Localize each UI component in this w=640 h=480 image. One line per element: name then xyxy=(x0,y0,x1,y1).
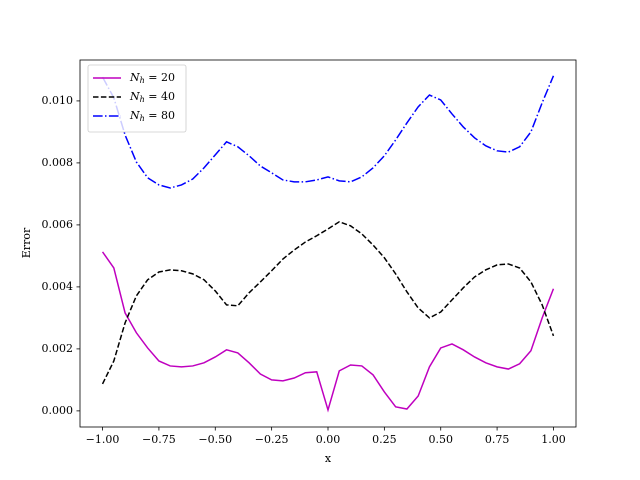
x-tick-label: 0.00 xyxy=(316,433,341,446)
data-line xyxy=(101,220,555,385)
legend-label: Nh = 20 xyxy=(129,71,175,85)
y-tick-label: 0.000 xyxy=(42,404,74,417)
y-axis-label: Error xyxy=(20,227,33,258)
x-tick-label: −0.50 xyxy=(198,433,232,446)
y-tick-label: 0.004 xyxy=(42,280,74,293)
x-tick-label: 0.50 xyxy=(428,433,453,446)
plot-frame xyxy=(79,59,577,428)
y-tick-label: 0.010 xyxy=(42,94,74,107)
x-tick-label: −1.00 xyxy=(86,433,120,446)
x-tick-label: 1.00 xyxy=(541,433,566,446)
x-tick-label: −0.25 xyxy=(255,433,289,446)
y-tick-label: 0.006 xyxy=(42,218,74,231)
data-line xyxy=(101,251,555,413)
legend: Nh = 20 Nh = 40 Nh = 80 xyxy=(87,64,187,133)
x-tick-label: −0.75 xyxy=(142,433,176,446)
y-tick-label: 0.008 xyxy=(42,156,74,169)
y-tick-label: 0.002 xyxy=(42,342,74,355)
legend-label: Nh = 40 xyxy=(129,90,175,104)
data-line xyxy=(101,75,555,189)
x-tick-label: 0.75 xyxy=(485,433,510,446)
x-tick-label: 0.25 xyxy=(372,433,397,446)
legend-label: Nh = 80 xyxy=(129,109,175,123)
x-axis-label: x xyxy=(325,452,332,465)
